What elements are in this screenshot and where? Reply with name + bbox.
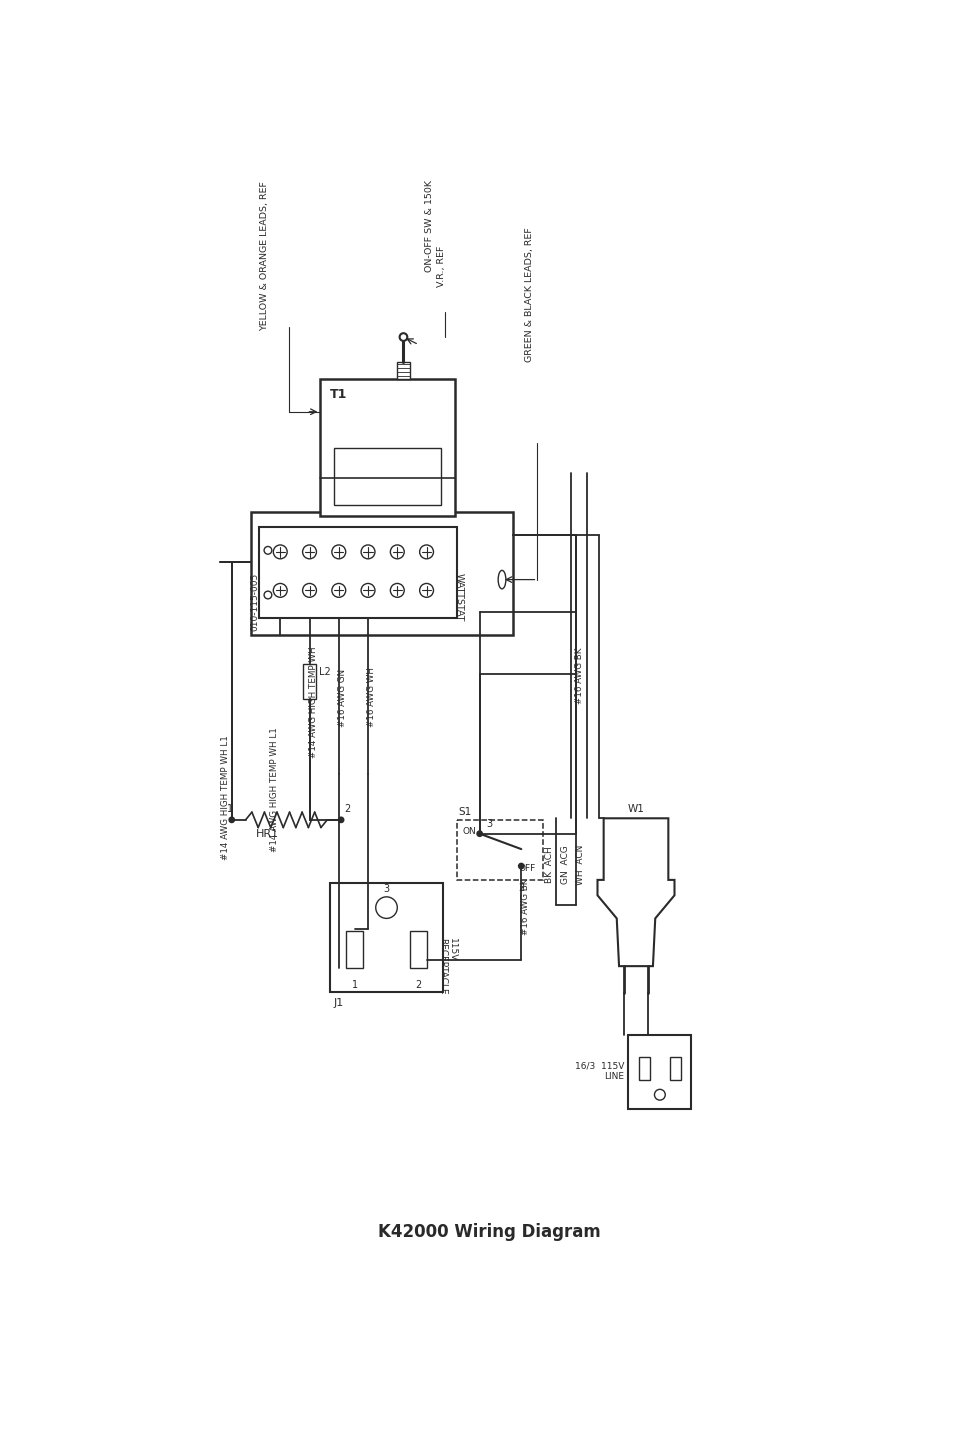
Bar	[409, 930, 426, 968]
Bar	[639, 1057, 649, 1080]
Text: T1: T1	[329, 388, 347, 401]
Text: J1: J1	[333, 998, 343, 1008]
Bar	[251, 512, 513, 634]
Text: ON: ON	[462, 826, 476, 836]
Text: K42000 Wiring Diagram: K42000 Wiring Diagram	[377, 1223, 599, 1240]
Text: #16 AWG GN: #16 AWG GN	[337, 669, 347, 727]
Text: WH  ACN: WH ACN	[576, 845, 584, 885]
Text: L2: L2	[318, 668, 330, 676]
Text: 2: 2	[517, 883, 524, 893]
Text: WATTSTAT: WATTSTAT	[455, 572, 464, 622]
Text: 010-115-005: 010-115-005	[250, 572, 259, 632]
Text: GN  ACG: GN ACG	[560, 845, 569, 884]
Circle shape	[375, 897, 396, 919]
Circle shape	[390, 545, 404, 559]
Text: BK  ACH: BK ACH	[545, 846, 554, 883]
Text: 2: 2	[415, 979, 421, 989]
Text: #14 AWG HIGH TEMP WH L1: #14 AWG HIGH TEMP WH L1	[270, 727, 278, 852]
Bar	[303, 665, 315, 699]
Bar	[334, 448, 440, 505]
Polygon shape	[597, 818, 674, 966]
Text: #16 AWG BK: #16 AWG BK	[520, 878, 529, 936]
Circle shape	[332, 584, 345, 597]
Text: #14 AWG HIGH TEMP WH L1: #14 AWG HIGH TEMP WH L1	[221, 735, 230, 859]
Text: S1: S1	[457, 808, 471, 818]
Text: #16 AWG BK: #16 AWG BK	[575, 647, 583, 704]
Circle shape	[332, 545, 345, 559]
Text: 16/3  115V
LINE: 16/3 115V LINE	[575, 1061, 624, 1082]
Circle shape	[302, 584, 316, 597]
Circle shape	[264, 591, 272, 598]
Bar	[669, 1057, 679, 1080]
Circle shape	[274, 584, 287, 597]
Circle shape	[361, 545, 375, 559]
Text: YELLOW & ORANGE LEADS, REF: YELLOW & ORANGE LEADS, REF	[259, 182, 269, 330]
Text: W1: W1	[627, 805, 644, 815]
Circle shape	[390, 584, 404, 597]
Circle shape	[338, 818, 343, 822]
Bar	[320, 379, 455, 516]
Bar	[258, 528, 456, 619]
Circle shape	[399, 333, 407, 340]
Text: 3: 3	[383, 884, 389, 894]
Bar	[628, 1035, 691, 1109]
Circle shape	[419, 584, 433, 597]
Bar	[329, 883, 443, 992]
Text: HR1: HR1	[256, 829, 279, 839]
Circle shape	[654, 1089, 664, 1100]
Text: ON-OFF SW & 150K: ON-OFF SW & 150K	[425, 180, 434, 271]
Circle shape	[419, 545, 433, 559]
Circle shape	[229, 818, 234, 822]
Circle shape	[518, 864, 523, 868]
Circle shape	[476, 831, 482, 836]
Bar	[396, 362, 410, 379]
Text: #14 AWG HIGH TEMP WH: #14 AWG HIGH TEMP WH	[309, 646, 317, 758]
Ellipse shape	[497, 571, 505, 588]
Text: 3: 3	[485, 819, 492, 829]
Circle shape	[302, 545, 316, 559]
Circle shape	[361, 584, 375, 597]
Text: 1: 1	[227, 805, 233, 815]
Text: 2: 2	[344, 805, 350, 815]
Text: 115V
RECEPTACLE: 115V RECEPTACLE	[437, 937, 456, 995]
Circle shape	[264, 547, 272, 554]
Circle shape	[274, 545, 287, 559]
Text: 1: 1	[352, 979, 357, 989]
Text: #16 AWG WH: #16 AWG WH	[367, 668, 376, 727]
Text: V.R., REF: V.R., REF	[436, 245, 445, 287]
Bar	[346, 930, 363, 968]
Text: OFF: OFF	[517, 864, 535, 872]
Bar	[456, 820, 542, 880]
Text: GREEN & BLACK LEADS, REF: GREEN & BLACK LEADS, REF	[525, 226, 534, 362]
